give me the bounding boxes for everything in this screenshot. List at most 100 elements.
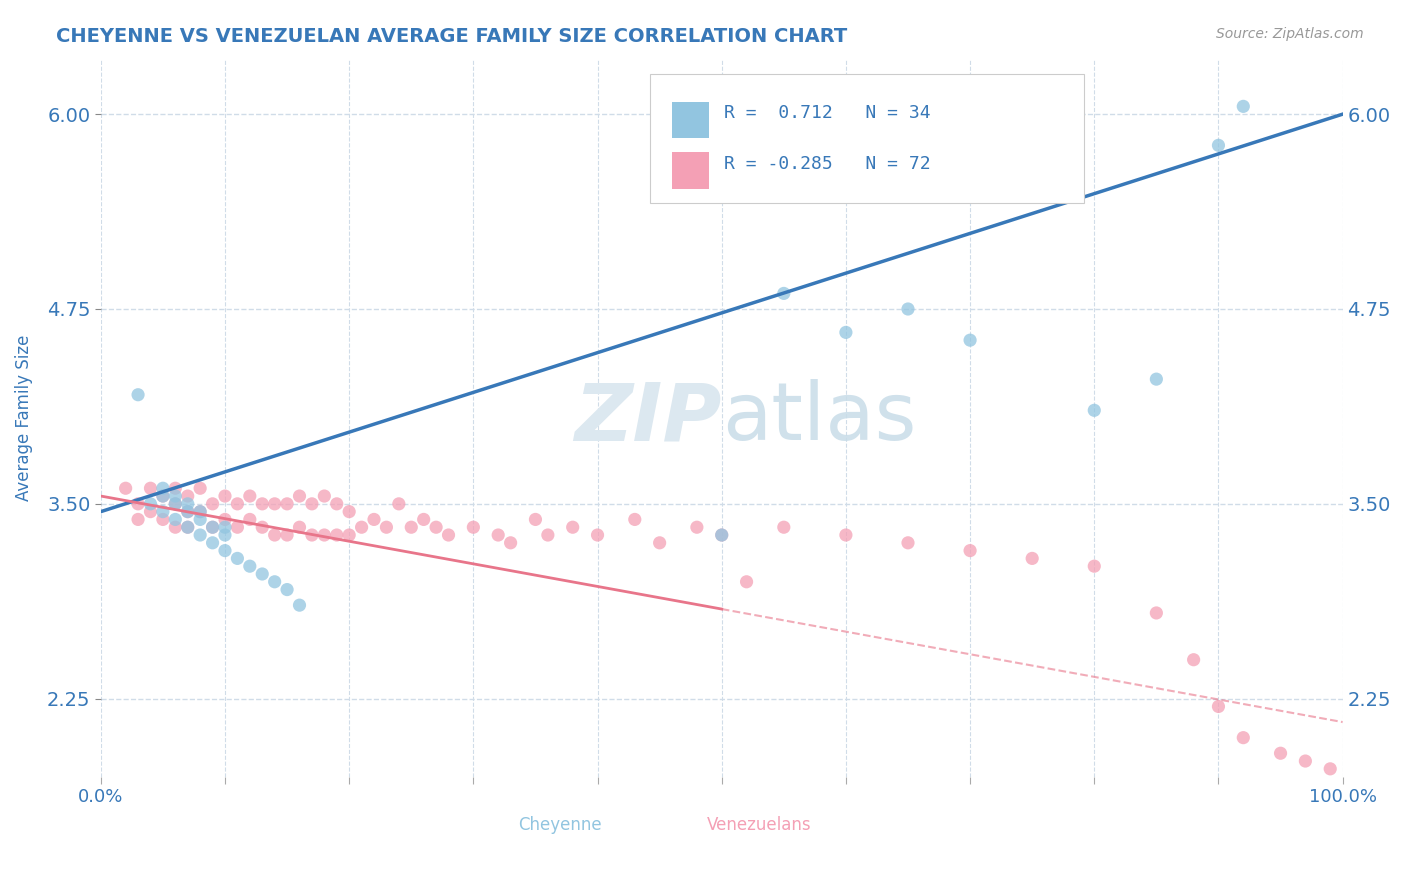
Point (263, 497, 285, 511)
Point (363, 512, 385, 526)
Point (388, 497, 411, 511)
Point (152, 489, 174, 503)
Point (214, 543, 236, 558)
Point (1144, 372, 1167, 386)
Point (252, 497, 274, 511)
Y-axis label: Average Family Size: Average Family Size (15, 334, 32, 501)
FancyBboxPatch shape (650, 74, 1084, 203)
Point (1232, 731, 1254, 745)
Point (314, 528, 336, 542)
Point (139, 497, 162, 511)
Point (337, 528, 360, 542)
Point (326, 497, 349, 511)
Point (165, 489, 187, 503)
Point (165, 520, 187, 534)
Point (165, 497, 187, 511)
Point (524, 512, 547, 526)
Point (537, 528, 560, 542)
Point (499, 536, 522, 550)
Point (710, 528, 733, 542)
Point (165, 512, 187, 526)
FancyBboxPatch shape (728, 805, 751, 823)
Point (252, 566, 274, 581)
Point (1208, 699, 1230, 714)
Point (623, 512, 645, 526)
Point (139, 505, 162, 519)
Point (561, 520, 583, 534)
Point (214, 512, 236, 526)
Point (201, 520, 224, 534)
Point (276, 582, 298, 597)
Point (1182, 653, 1205, 667)
Point (772, 286, 794, 301)
Text: R =  0.712   N = 34: R = 0.712 N = 34 (724, 104, 931, 122)
Point (1144, 606, 1167, 620)
Point (301, 497, 323, 511)
Point (201, 497, 224, 511)
Point (326, 528, 349, 542)
Point (288, 489, 311, 503)
Point (214, 528, 236, 542)
Point (337, 505, 360, 519)
Point (835, 528, 858, 542)
FancyBboxPatch shape (517, 805, 538, 823)
Point (263, 574, 285, 589)
Point (437, 528, 460, 542)
Point (239, 489, 262, 503)
Point (188, 512, 211, 526)
Point (177, 497, 200, 511)
Point (835, 326, 858, 340)
Point (486, 528, 509, 542)
Text: R = -0.285   N = 72: R = -0.285 N = 72 (724, 154, 931, 172)
Point (152, 481, 174, 495)
Text: Venezuelans: Venezuelans (707, 816, 811, 834)
Point (772, 520, 794, 534)
Point (177, 520, 200, 534)
Point (152, 505, 174, 519)
Point (1083, 403, 1105, 417)
Point (214, 489, 236, 503)
Point (165, 497, 187, 511)
Point (276, 528, 298, 542)
Point (201, 520, 224, 534)
Point (276, 497, 298, 511)
Text: Source: ZipAtlas.com: Source: ZipAtlas.com (1216, 27, 1364, 41)
Point (152, 489, 174, 503)
Point (177, 505, 200, 519)
Point (288, 598, 311, 612)
Point (127, 512, 149, 526)
Point (139, 481, 162, 495)
Point (686, 520, 709, 534)
Point (214, 520, 236, 534)
Point (127, 388, 149, 402)
Point (412, 512, 434, 526)
Point (375, 520, 398, 534)
Point (350, 520, 373, 534)
Point (188, 505, 211, 519)
Text: CHEYENNE VS VENEZUELAN AVERAGE FAMILY SIZE CORRELATION CHART: CHEYENNE VS VENEZUELAN AVERAGE FAMILY SI… (56, 27, 848, 45)
FancyBboxPatch shape (672, 102, 709, 138)
Text: Cheyenne: Cheyenne (519, 816, 602, 834)
Point (226, 551, 249, 566)
Point (226, 520, 249, 534)
Point (1083, 559, 1105, 574)
Point (252, 520, 274, 534)
Point (897, 536, 920, 550)
Point (1294, 754, 1316, 768)
FancyBboxPatch shape (672, 153, 709, 189)
Point (152, 512, 174, 526)
Point (177, 505, 200, 519)
Point (201, 536, 224, 550)
Point (177, 520, 200, 534)
Point (897, 301, 920, 316)
Point (188, 505, 211, 519)
Point (1208, 138, 1230, 153)
Point (586, 528, 609, 542)
Point (288, 520, 311, 534)
Point (314, 489, 336, 503)
Point (188, 528, 211, 542)
Point (648, 536, 671, 550)
Point (710, 528, 733, 542)
Point (959, 543, 981, 558)
Point (165, 481, 187, 495)
